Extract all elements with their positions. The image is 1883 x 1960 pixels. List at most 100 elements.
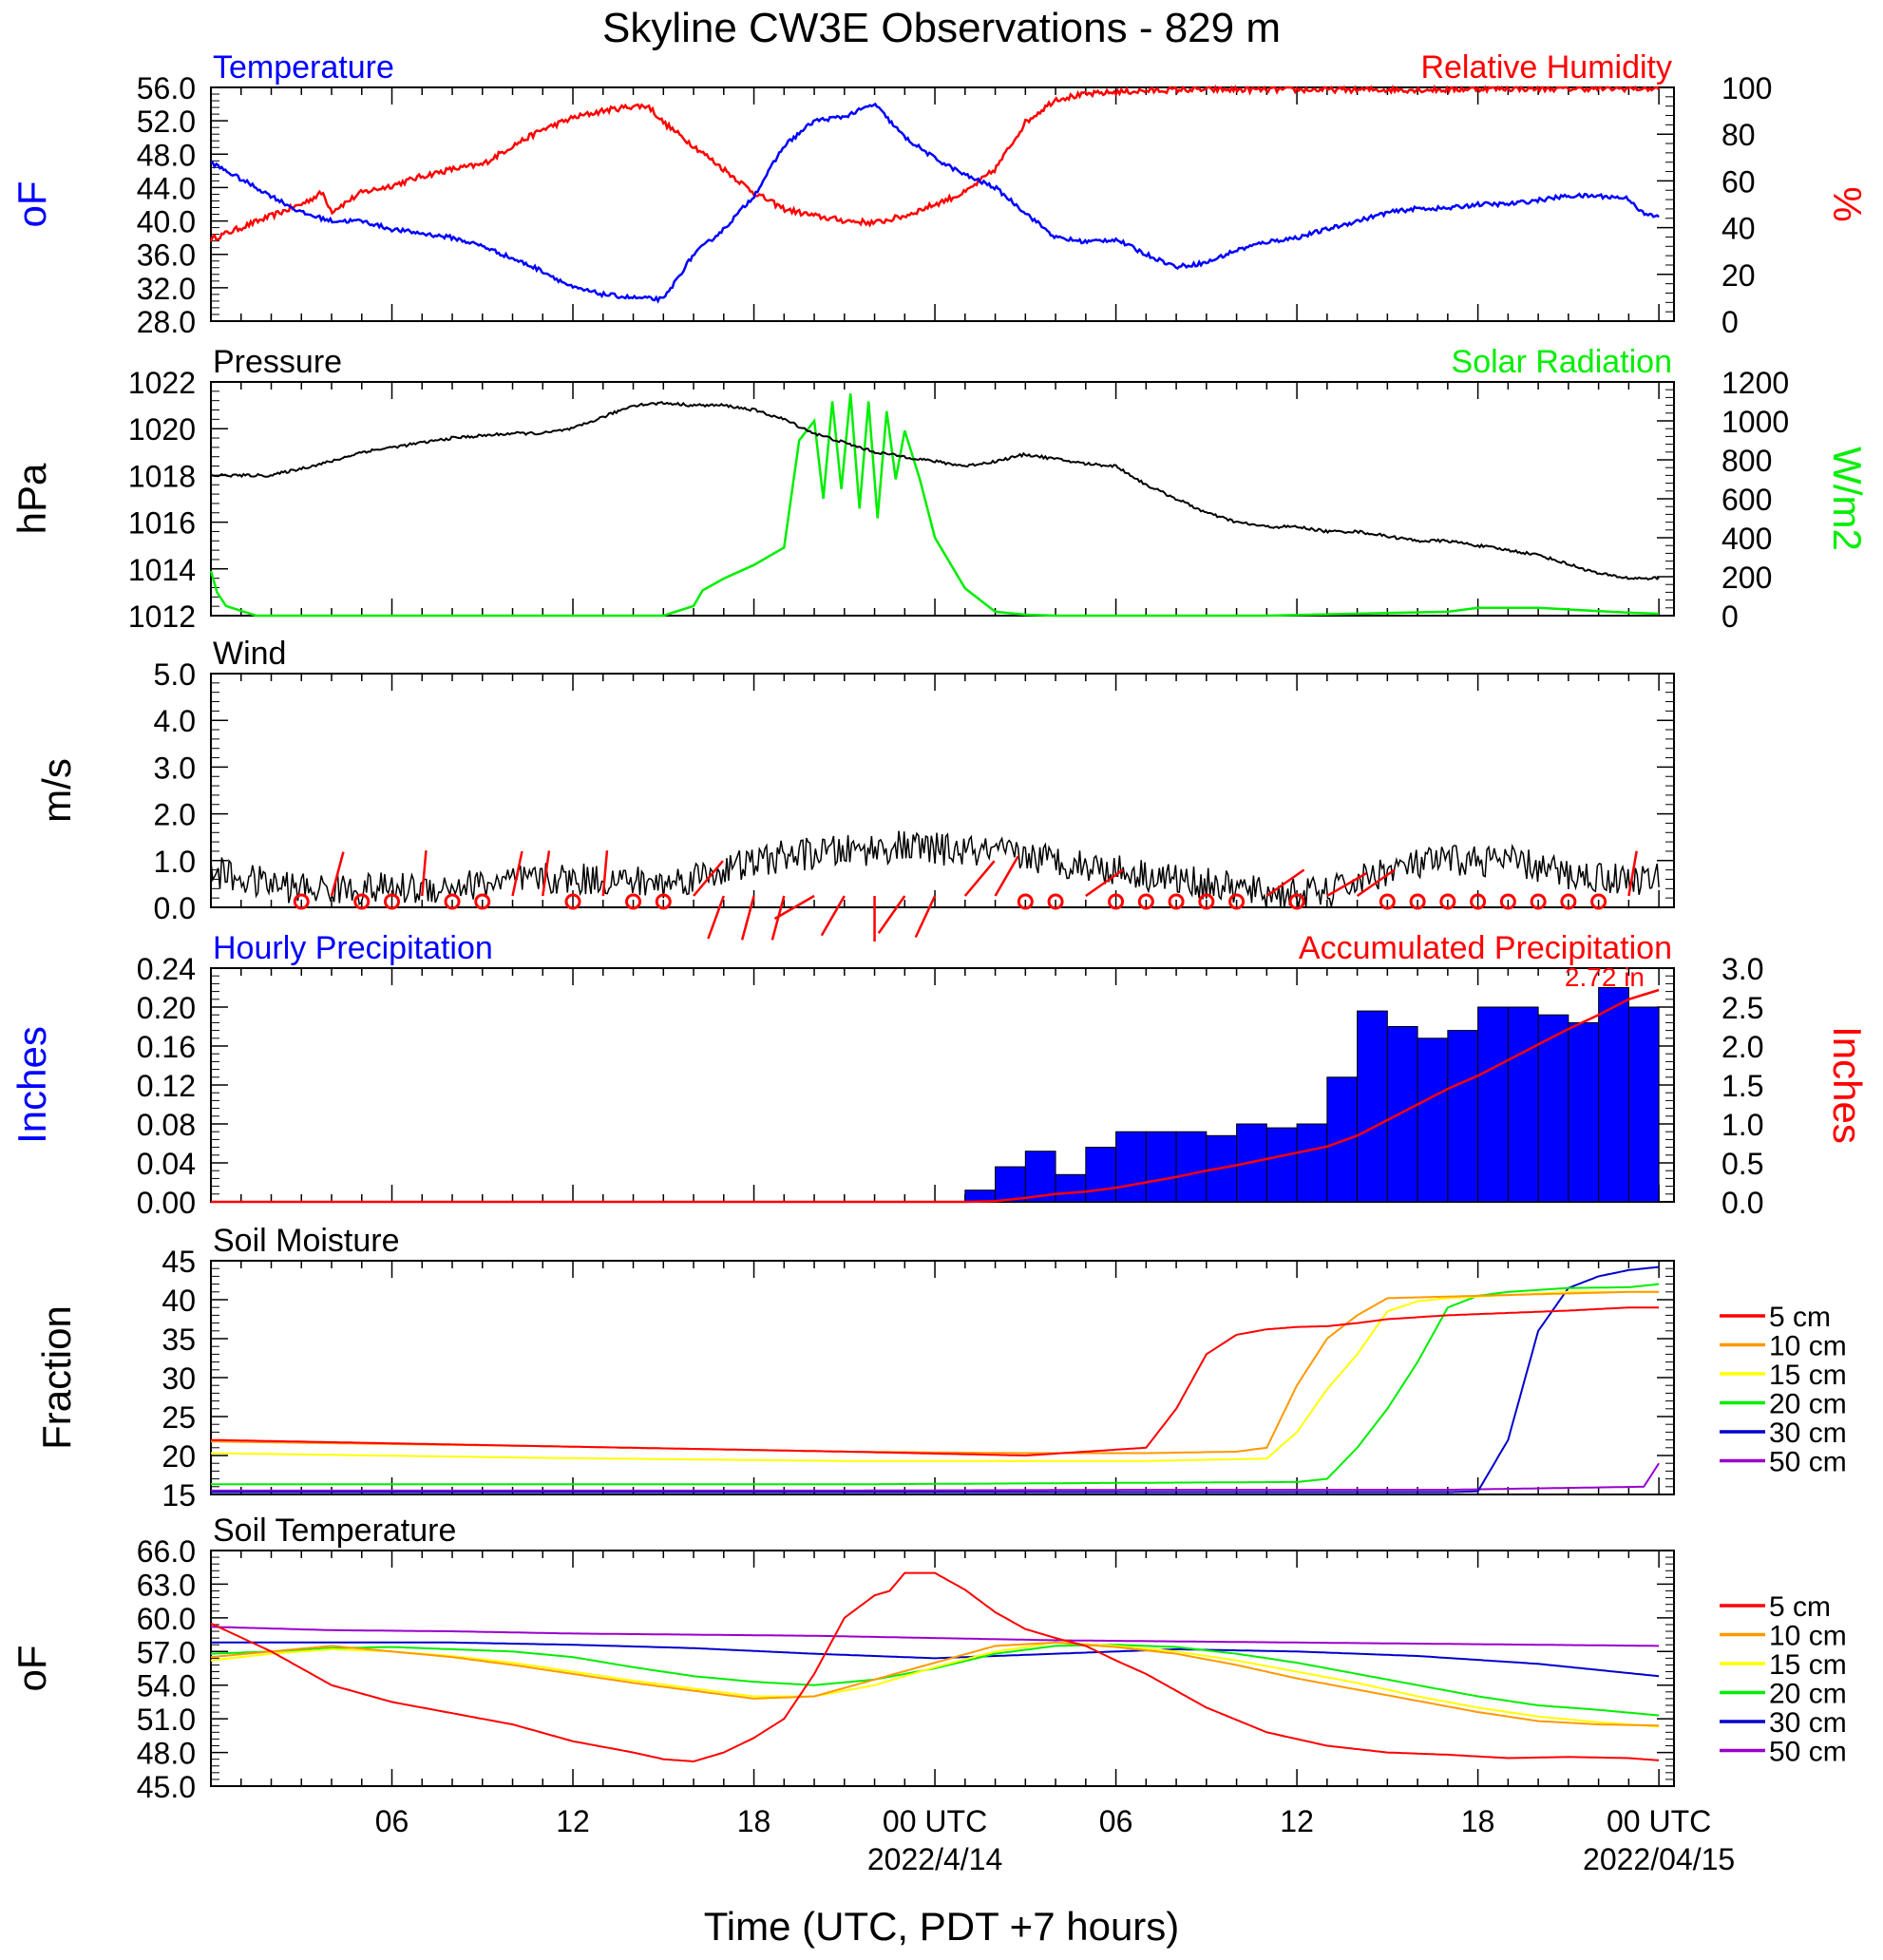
panel-title-soil-temperature: Soil Temperature bbox=[213, 1513, 456, 1549]
wind-barb-calm bbox=[1379, 893, 1396, 910]
precip-bar bbox=[1145, 1131, 1177, 1203]
panel-title-solar: Solar Radiation bbox=[1452, 344, 1672, 380]
y-axis-label-temperature: oF bbox=[10, 181, 54, 227]
y2-tick-label: 1.5 bbox=[1721, 1069, 1763, 1103]
wind-barb bbox=[820, 895, 846, 937]
legend-label: 15 cm bbox=[1769, 1649, 1847, 1681]
legend-label: 10 cm bbox=[1769, 1621, 1847, 1652]
precip-bar bbox=[1175, 1131, 1208, 1203]
y-tick-label: 32.0 bbox=[137, 272, 196, 306]
legend-label: 30 cm bbox=[1769, 1707, 1847, 1739]
y-tick-label: 48.0 bbox=[137, 138, 196, 172]
precip-bar bbox=[1386, 1026, 1418, 1203]
y-tick-label: 30 bbox=[162, 1361, 196, 1396]
wind-barb bbox=[773, 894, 815, 921]
wind-barb bbox=[330, 851, 345, 897]
panel-soil-temperature: 66.063.060.057.054.051.048.045.0 Soil Tem… bbox=[10, 1513, 1847, 1876]
wind-barb bbox=[994, 855, 1019, 897]
x-tick-label: 00 UTC bbox=[883, 1804, 987, 1838]
y-tick-label: 2.0 bbox=[154, 798, 196, 832]
series-soil-temp-50cm bbox=[210, 1626, 1660, 1647]
y-tick-label: 51.0 bbox=[137, 1703, 196, 1737]
y-tick-label: 28.0 bbox=[137, 305, 196, 339]
y-tick-label: 54.0 bbox=[137, 1669, 196, 1703]
x-tick-label: 18 bbox=[1461, 1804, 1495, 1838]
x-tick-label: 12 bbox=[556, 1804, 590, 1838]
y2-tick-label: 20 bbox=[1721, 258, 1756, 293]
panel-frame bbox=[210, 86, 1675, 322]
x-tick-date-label: 2022/04/15 bbox=[1583, 1842, 1735, 1876]
y-tick-label: 56.0 bbox=[137, 71, 196, 105]
wind-barb bbox=[1085, 868, 1124, 898]
wind-barb-calm bbox=[1560, 893, 1577, 910]
wind-barb-calm bbox=[353, 893, 371, 910]
panel-pressure-solar: 1022 1020 1018 1016 1014 1012 1200 1000 800 600 40… bbox=[10, 344, 1870, 634]
precip-bar bbox=[1598, 987, 1629, 1203]
precip-total-annotation: 2.72 in bbox=[1565, 962, 1645, 992]
precip-bar bbox=[1357, 1010, 1388, 1203]
y-tick-label: 60.0 bbox=[137, 1602, 196, 1636]
panel-wind: 5.0 4.0 3.0 2.0 1.0 0.0 Wind m/s bbox=[34, 636, 1675, 942]
precip-bar bbox=[1537, 1014, 1569, 1203]
wind-barb bbox=[542, 850, 551, 897]
y-axis-label-accumulated: Inches bbox=[1825, 1026, 1870, 1144]
x-tick-label: 18 bbox=[737, 1804, 771, 1838]
wind-barb bbox=[601, 850, 609, 897]
wind-barb bbox=[1627, 850, 1638, 897]
y-axis-label-humidity: % bbox=[1825, 186, 1870, 221]
wind-barb-calm bbox=[1228, 893, 1246, 910]
y-tick-label: 36.0 bbox=[137, 238, 196, 273]
panel-frame bbox=[210, 673, 1675, 908]
legend-label: 20 cm bbox=[1769, 1679, 1847, 1710]
wind-barb-calm bbox=[1470, 893, 1487, 910]
y-tick-label: 1018 bbox=[128, 459, 196, 493]
y-tick-label: 0.00 bbox=[137, 1186, 196, 1220]
y2-tick-label: 2.5 bbox=[1721, 991, 1763, 1025]
wind-barb-calm bbox=[293, 893, 310, 910]
y2-tick-label: 100 bbox=[1721, 71, 1772, 105]
y-tick-label: 1020 bbox=[128, 412, 196, 447]
panel-title-temperature: Temperature bbox=[213, 49, 394, 86]
wind-barb-calm bbox=[444, 893, 461, 910]
legend-label: 15 cm bbox=[1769, 1360, 1847, 1391]
wind-barb-calm bbox=[474, 893, 491, 910]
y-tick-label: 0.08 bbox=[137, 1108, 196, 1142]
series-wind-speed bbox=[210, 830, 1660, 908]
series-solar-radiation bbox=[209, 393, 1660, 618]
y-tick-label: 66.0 bbox=[137, 1534, 196, 1569]
precip-bar bbox=[1627, 1006, 1660, 1203]
y-axis-label-pressure: hPa bbox=[10, 463, 54, 534]
panel-precipitation: 0.24 0.20 0.16 0.12 0.08 0.04 0.00 3.0 2.5 2.0 1.5… bbox=[10, 930, 1870, 1220]
y-tick-label: 1012 bbox=[128, 599, 196, 634]
y2-tick-label: 2.0 bbox=[1721, 1030, 1763, 1064]
series-pressure bbox=[210, 400, 1660, 581]
y-axis-label-wind: m/s bbox=[34, 758, 79, 823]
precip-bar bbox=[995, 1166, 1026, 1203]
wind-barb-calm bbox=[1409, 893, 1426, 910]
y2-tick-label: 40 bbox=[1721, 212, 1756, 246]
series-temperature bbox=[210, 102, 1660, 304]
series-soil-moisture-50cm bbox=[211, 1462, 1660, 1492]
x-tick-label: 12 bbox=[1280, 1804, 1314, 1838]
y-axis-label-solar: W/m2 bbox=[1825, 447, 1870, 551]
precip-bar bbox=[1115, 1131, 1147, 1203]
x-tick-label: 06 bbox=[1099, 1804, 1133, 1838]
panel-temperature-humidity: 56.052.048.044.040.036.032.028.0 100 80 60 4… bbox=[10, 49, 1870, 339]
y2-tick-label: 1.0 bbox=[1721, 1108, 1763, 1142]
y-tick-label: 40.0 bbox=[137, 205, 196, 239]
wind-barb bbox=[877, 895, 906, 935]
wind-barb bbox=[1326, 871, 1368, 898]
wind-barb bbox=[1356, 868, 1396, 898]
series-relative-humidity bbox=[209, 84, 1661, 242]
y-tick-label: 0.12 bbox=[137, 1069, 196, 1103]
x-tick-label: 06 bbox=[375, 1804, 409, 1838]
y2-tick-label: 1000 bbox=[1721, 405, 1789, 439]
y-axis-label-fraction: Fraction bbox=[34, 1305, 79, 1450]
wind-barb-calm bbox=[1499, 893, 1516, 910]
y-tick-label: 1022 bbox=[128, 366, 196, 400]
y-axis-label-soil-temp: oF bbox=[10, 1645, 54, 1691]
y-tick-label: 0.04 bbox=[137, 1147, 196, 1181]
y-tick-label: 45.0 bbox=[137, 1770, 196, 1804]
wind-barb-calm bbox=[1439, 893, 1456, 910]
y2-tick-label: 3.0 bbox=[1721, 952, 1763, 986]
